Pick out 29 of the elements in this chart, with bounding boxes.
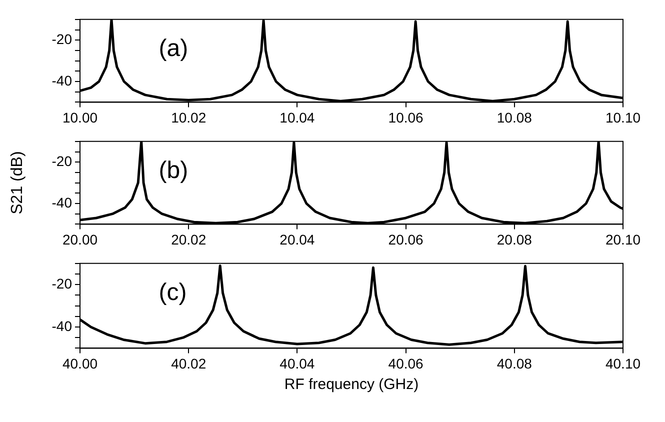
x-tick-label: 40.10: [605, 355, 641, 372]
x-tick-label: 20.00: [62, 231, 98, 248]
x-tick-label: 10.08: [496, 109, 532, 126]
x-tick-label: 40.04: [280, 355, 315, 372]
x-tick-label: 40.00: [62, 355, 98, 372]
x-tick-label: 40.08: [496, 355, 532, 372]
annotation: (b): [158, 157, 188, 184]
x-tick-label: 20.06: [388, 231, 424, 248]
x-tick-label: 20.04: [280, 231, 315, 248]
y-tick-label: -20: [52, 275, 72, 292]
y-axis-title: S21 (dB): [9, 151, 26, 214]
y-tick-label: -40: [52, 318, 72, 334]
x-tick-label: 10.02: [171, 109, 206, 126]
annotation: (a): [158, 35, 188, 62]
x-tick-label: 10.04: [280, 109, 315, 126]
y-tick-label: -40: [52, 194, 72, 210]
y-tick-label: -40: [52, 72, 72, 88]
x-tick-label: 20.02: [171, 231, 206, 248]
y-tick-label: -20: [52, 152, 72, 169]
x-tick-label: 10.06: [388, 109, 424, 126]
x-tick-label: 10.10: [605, 109, 641, 126]
annotation: (c): [158, 279, 187, 306]
x-tick-label: 10.00: [62, 109, 98, 126]
x-axis-title: RF frequency (GHz): [284, 376, 419, 394]
x-tick-label: 20.08: [496, 231, 532, 248]
x-tick-label: 20.10: [605, 231, 641, 248]
y-tick-label: -20: [52, 30, 72, 47]
x-tick-label: 40.06: [388, 355, 424, 372]
x-tick-label: 40.02: [171, 355, 206, 372]
